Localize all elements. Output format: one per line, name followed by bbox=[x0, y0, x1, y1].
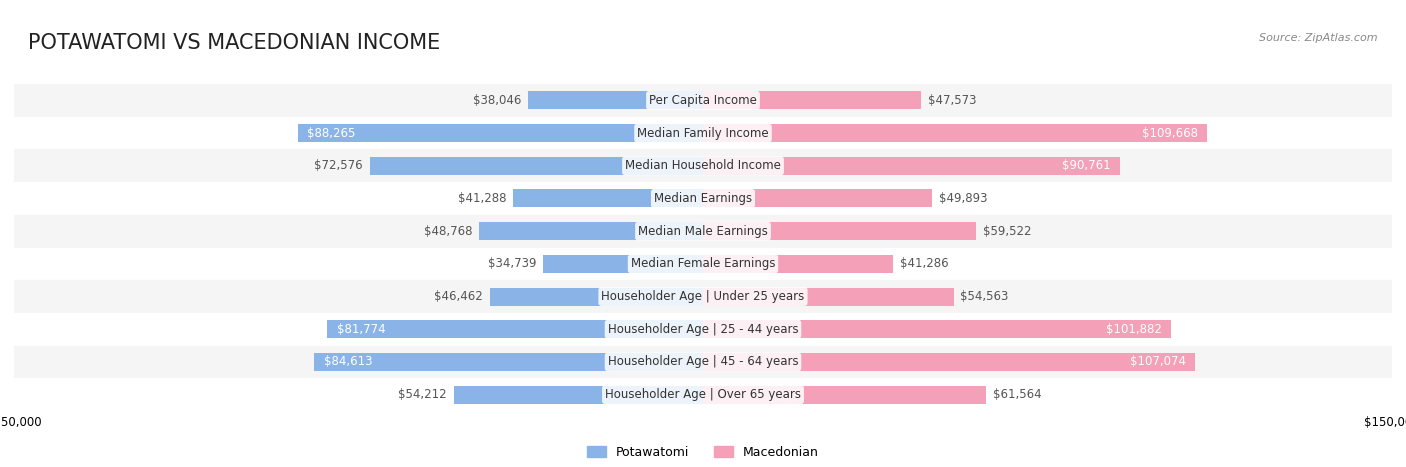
Bar bbox=[328, 320, 703, 338]
Bar bbox=[14, 378, 1392, 411]
Text: Median Family Income: Median Family Income bbox=[637, 127, 769, 140]
Bar bbox=[703, 124, 1206, 142]
Text: $47,573: $47,573 bbox=[928, 94, 977, 107]
Bar bbox=[703, 288, 953, 305]
Legend: Potawatomi, Macedonian: Potawatomi, Macedonian bbox=[582, 440, 824, 464]
Text: Householder Age | Under 25 years: Householder Age | Under 25 years bbox=[602, 290, 804, 303]
Bar bbox=[14, 248, 1392, 280]
Bar bbox=[703, 255, 893, 273]
Bar bbox=[479, 222, 703, 240]
Text: POTAWATOMI VS MACEDONIAN INCOME: POTAWATOMI VS MACEDONIAN INCOME bbox=[28, 33, 440, 53]
Bar bbox=[544, 255, 703, 273]
Bar bbox=[14, 215, 1392, 248]
Text: $46,462: $46,462 bbox=[434, 290, 482, 303]
Text: $48,768: $48,768 bbox=[423, 225, 472, 238]
Text: Source: ZipAtlas.com: Source: ZipAtlas.com bbox=[1260, 33, 1378, 42]
Text: $54,563: $54,563 bbox=[960, 290, 1010, 303]
Text: $72,576: $72,576 bbox=[314, 159, 363, 172]
Text: $84,613: $84,613 bbox=[323, 355, 373, 368]
Bar bbox=[489, 288, 703, 305]
Text: $101,882: $101,882 bbox=[1107, 323, 1161, 336]
Text: $59,522: $59,522 bbox=[983, 225, 1032, 238]
Text: Householder Age | 25 - 44 years: Householder Age | 25 - 44 years bbox=[607, 323, 799, 336]
Text: Median Female Earnings: Median Female Earnings bbox=[631, 257, 775, 270]
Bar bbox=[703, 157, 1119, 175]
Text: $49,893: $49,893 bbox=[939, 192, 987, 205]
Text: Median Household Income: Median Household Income bbox=[626, 159, 780, 172]
Text: Per Capita Income: Per Capita Income bbox=[650, 94, 756, 107]
Text: $88,265: $88,265 bbox=[307, 127, 356, 140]
Text: $34,739: $34,739 bbox=[488, 257, 537, 270]
Text: Median Male Earnings: Median Male Earnings bbox=[638, 225, 768, 238]
Text: $81,774: $81,774 bbox=[336, 323, 385, 336]
Bar bbox=[529, 92, 703, 109]
Bar bbox=[14, 84, 1392, 117]
Bar bbox=[703, 320, 1171, 338]
Bar bbox=[703, 92, 921, 109]
Bar bbox=[14, 280, 1392, 313]
Bar bbox=[703, 222, 976, 240]
Bar bbox=[703, 190, 932, 207]
Text: $109,668: $109,668 bbox=[1142, 127, 1198, 140]
Bar bbox=[14, 182, 1392, 215]
Text: $107,074: $107,074 bbox=[1129, 355, 1185, 368]
Bar bbox=[14, 313, 1392, 346]
Bar bbox=[14, 117, 1392, 149]
Text: $38,046: $38,046 bbox=[472, 94, 522, 107]
Bar bbox=[370, 157, 703, 175]
Text: $90,761: $90,761 bbox=[1062, 159, 1111, 172]
Bar bbox=[703, 353, 1195, 371]
Bar bbox=[703, 386, 986, 403]
Text: $54,212: $54,212 bbox=[398, 388, 447, 401]
Text: Median Earnings: Median Earnings bbox=[654, 192, 752, 205]
Text: Householder Age | Over 65 years: Householder Age | Over 65 years bbox=[605, 388, 801, 401]
Text: $41,288: $41,288 bbox=[458, 192, 506, 205]
Text: $41,286: $41,286 bbox=[900, 257, 948, 270]
Bar bbox=[513, 190, 703, 207]
Bar bbox=[298, 124, 703, 142]
Text: Householder Age | 45 - 64 years: Householder Age | 45 - 64 years bbox=[607, 355, 799, 368]
Bar bbox=[454, 386, 703, 403]
Text: $61,564: $61,564 bbox=[993, 388, 1042, 401]
Bar bbox=[315, 353, 703, 371]
Bar bbox=[14, 149, 1392, 182]
Bar bbox=[14, 346, 1392, 378]
